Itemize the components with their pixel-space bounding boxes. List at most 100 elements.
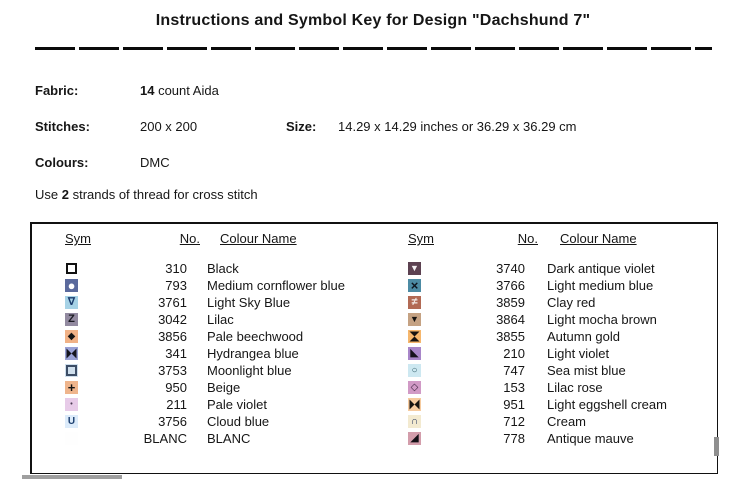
symbol-210-icon: ◣ [408,347,421,360]
symbol-3855-icon [408,330,421,343]
colour-name: Autumn gold [547,329,620,344]
symbol-cell: ≠ [375,294,421,311]
dmc-number: BLANC [143,431,187,446]
symbol-950-icon: + [65,381,78,394]
key-entry-3855: 3855 Autumn gold [375,328,717,345]
symbol-cell [375,328,421,345]
symbol-cell: × [375,277,421,294]
symbol-3756-icon: U [65,415,78,428]
colour-name: Light medium blue [547,278,654,293]
title-divider [35,47,712,50]
dmc-number: 3761 [158,295,187,310]
symbol-211-icon: • [65,398,78,411]
colours-label: Colours: [35,155,89,170]
symbol-cell: ∇ [32,294,78,311]
symbol-3740-icon: ▼ [408,262,421,275]
header-no-right: No. [517,231,538,246]
key-row: ∇ 3761 Light Sky Blue ≠ 3859 Clay red [32,294,717,311]
dmc-number: 793 [165,278,187,293]
colour-name: Light mocha brown [547,312,657,327]
key-row: BLANC BLANC ◢ 778 Antique mauve [32,430,717,447]
key-entry-951: 951 Light eggshell cream [375,396,717,413]
colour-name: Hydrangea blue [207,346,299,361]
key-entry-712: ∩ 712 Cream [375,413,717,430]
key-entry-747: ○ 747 Sea mist blue [375,362,717,379]
colour-name: Cloud blue [207,414,270,429]
symbol-cell: ● [32,277,78,294]
size-label: Size: [286,119,317,134]
dmc-number: 778 [503,431,525,446]
colour-name: Pale violet [207,397,267,412]
colours-value: DMC [140,155,170,170]
fabric-row: Fabric: 14 count Aida [35,83,735,99]
key-entry-BLANC: BLANC BLANC [32,430,375,447]
dmc-number: 210 [503,346,525,361]
symbol-cell: Z [32,311,78,328]
dmc-number: 3740 [496,261,525,276]
key-row: • 211 Pale violet 951 Light eggshell cream [32,396,717,413]
colour-name: Beige [207,380,241,395]
fabric-label: Fabric: [35,83,79,98]
dmc-number: 3856 [158,329,187,344]
key-entry-3766: × 3766 Light medium blue [375,277,717,294]
colours-row: Colours: DMC [35,155,735,171]
key-row: 310 Black ▼ 3740 Dark antique violet [32,260,717,277]
key-table-header: Sym No. Colour Name Sym No. Colour Name [32,231,717,248]
horizontal-scrollbar-thumb[interactable] [22,475,122,479]
key-row: +950 Beige ◇ 153 Lilac rose [32,379,717,396]
colour-name: Sea mist blue [547,363,626,378]
key-entry-341: 341 Hydrangea blue [32,345,375,362]
symbol-cell: ◇ [375,379,421,396]
stitches-value: 200 x 200 [140,119,198,134]
header-no-left: No. [179,231,200,246]
key-entry-3756: U 3756 Cloud blue [32,413,375,430]
dmc-number: 951 [503,397,525,412]
dmc-number: 950 [165,380,187,395]
key-entry-778: ◢ 778 Antique mauve [375,430,717,447]
key-row: ◆ 3856 Pale beechwood 3855 Autumn gold [32,328,717,345]
header-name-left: Colour Name [220,231,297,246]
key-entry-3753: 3753 Moonlight blue [32,362,375,379]
symbol-cell: ◢ [375,430,421,447]
colour-name: Medium cornflower blue [207,278,346,293]
symbol-cell [32,430,78,447]
key-entry-3761: ∇ 3761 Light Sky Blue [32,294,375,311]
dmc-number: 3766 [496,278,525,293]
key-table-rows: 310 Black ▼ 3740 Dark antique violet ● 793 Medi… [32,260,717,447]
symbol-3761-icon: ∇ [65,296,78,309]
key-entry-3864: ▼ 3864 Light mocha brown [375,311,717,328]
key-entry-950: +950 Beige [32,379,375,396]
colour-name: Moonlight blue [207,363,292,378]
dmc-number: 310 [165,261,187,276]
key-entry-210: ◣ 210 Light violet [375,345,717,362]
key-entry-3859: ≠ 3859 Clay red [375,294,717,311]
colour-name: Light violet [547,346,610,361]
key-row: ● 793 Medium cornflower blue × 3766 Light med… [32,277,717,294]
symbol-BLANC-icon [65,432,78,445]
symbol-3864-icon: ▼ [408,313,421,326]
symbol-cell: U [32,413,78,430]
key-entry-3042: Z 3042 Lilac [32,311,375,328]
symbol-3042-icon: Z [65,313,78,326]
dmc-number: 153 [503,380,525,395]
fabric-value: 14 count Aida [140,83,219,98]
symbol-3766-icon: × [408,279,421,292]
key-entry-153: ◇ 153 Lilac rose [375,379,717,396]
colour-name: Light eggshell cream [547,397,667,412]
dmc-number: 3864 [496,312,525,327]
symbol-cell: ◣ [375,345,421,362]
colour-name: Clay red [547,295,596,310]
symbol-key-table: Sym No. Colour Name Sym No. Colour Name … [30,222,718,474]
key-entry-211: • 211 Pale violet [32,396,375,413]
colour-name: Cream [547,414,587,429]
colour-name: Lilac [207,312,234,327]
stitches-row: Stitches: 200 x 200 Size: 14.29 x 14.29 … [35,119,735,135]
symbol-cell [32,362,78,379]
dmc-number: 211 [166,397,187,412]
header-sym-right: Sym [408,231,434,246]
symbol-cell: ▼ [375,260,421,277]
key-entry-310: 310 Black [32,260,375,277]
colour-name: Pale beechwood [207,329,304,344]
vertical-scrollbar-thumb[interactable] [714,437,719,456]
symbol-153-icon: ◇ [408,381,421,394]
